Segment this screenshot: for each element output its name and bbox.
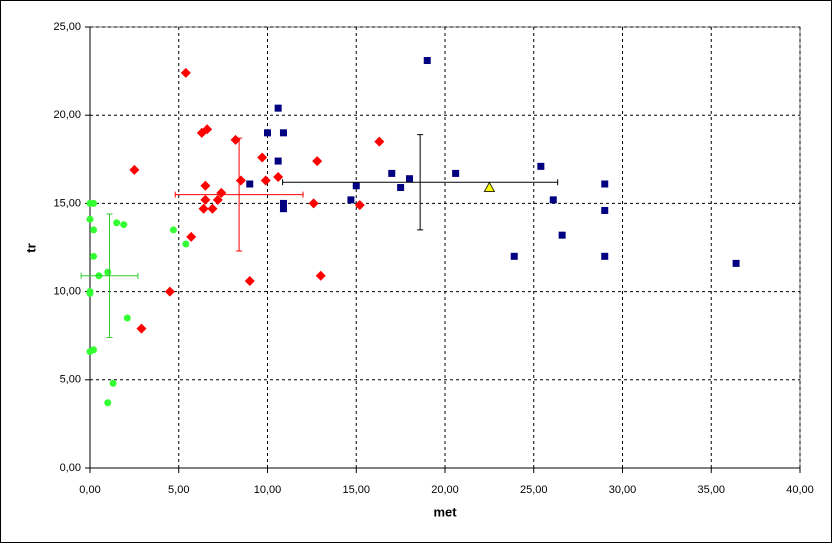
y-tick-label: 20,00 bbox=[53, 109, 81, 121]
point bbox=[423, 57, 431, 65]
point bbox=[104, 399, 112, 407]
point bbox=[202, 124, 213, 135]
point bbox=[113, 219, 121, 227]
point bbox=[354, 200, 365, 211]
point bbox=[279, 205, 287, 213]
point bbox=[129, 164, 140, 175]
point bbox=[273, 171, 284, 182]
x-tick-label: 10,00 bbox=[254, 484, 282, 496]
point bbox=[182, 240, 190, 248]
point bbox=[104, 268, 112, 276]
point bbox=[230, 134, 241, 145]
point bbox=[452, 169, 460, 177]
point bbox=[312, 156, 323, 167]
y-tick-label: 10,00 bbox=[53, 286, 81, 298]
point bbox=[216, 187, 227, 198]
point bbox=[510, 252, 518, 260]
point bbox=[388, 169, 396, 177]
point bbox=[90, 346, 98, 354]
x-axis-title: met bbox=[433, 504, 457, 519]
point bbox=[347, 196, 355, 204]
x-tick-label: 0,00 bbox=[79, 484, 100, 496]
point bbox=[136, 323, 147, 334]
point bbox=[235, 175, 246, 186]
point bbox=[260, 175, 271, 186]
x-tick-label: 5,00 bbox=[168, 484, 189, 496]
point bbox=[90, 252, 98, 260]
point bbox=[86, 289, 94, 297]
point bbox=[315, 270, 326, 281]
point bbox=[198, 203, 209, 214]
point bbox=[601, 252, 609, 260]
point bbox=[90, 199, 98, 207]
point bbox=[406, 175, 413, 183]
point bbox=[483, 181, 496, 193]
error-bar-x bbox=[282, 179, 559, 186]
point bbox=[537, 162, 545, 170]
point bbox=[246, 180, 254, 188]
error-bar-x bbox=[80, 272, 139, 279]
y-axis-title: tr bbox=[23, 243, 38, 252]
y-tick-label: 0,00 bbox=[60, 462, 81, 474]
x-tick-label: 20,00 bbox=[431, 484, 459, 496]
point bbox=[186, 231, 197, 242]
point bbox=[601, 180, 609, 188]
y-tick-label: 25,00 bbox=[53, 21, 81, 33]
x-tick-label: 25,00 bbox=[520, 484, 548, 496]
point bbox=[212, 194, 223, 205]
point bbox=[200, 180, 211, 191]
y-tick-label: 5,00 bbox=[60, 374, 81, 386]
point bbox=[264, 129, 271, 137]
point bbox=[549, 196, 557, 204]
point bbox=[207, 203, 218, 214]
point bbox=[180, 67, 191, 78]
point bbox=[109, 379, 117, 387]
point bbox=[274, 157, 282, 165]
point bbox=[601, 206, 609, 214]
point bbox=[397, 184, 405, 192]
point bbox=[257, 152, 268, 163]
point bbox=[732, 259, 740, 267]
x-tick-label: 35,00 bbox=[697, 484, 725, 496]
point bbox=[90, 226, 98, 234]
point bbox=[274, 104, 282, 112]
point bbox=[374, 136, 385, 147]
point bbox=[558, 231, 566, 239]
x-tick-label: 15,00 bbox=[342, 484, 370, 496]
x-tick-label: 40,00 bbox=[786, 484, 814, 496]
point bbox=[169, 226, 177, 234]
point bbox=[352, 182, 360, 190]
point bbox=[164, 286, 175, 297]
point bbox=[279, 129, 287, 137]
point bbox=[120, 221, 128, 229]
point bbox=[308, 198, 319, 209]
error-bar-x bbox=[174, 191, 304, 198]
point bbox=[244, 276, 255, 287]
point bbox=[200, 194, 211, 205]
x-tick-label: 30,00 bbox=[609, 484, 637, 496]
point bbox=[279, 199, 287, 207]
y-tick-label: 15,00 bbox=[53, 197, 81, 209]
point bbox=[123, 314, 131, 322]
point bbox=[86, 215, 94, 223]
